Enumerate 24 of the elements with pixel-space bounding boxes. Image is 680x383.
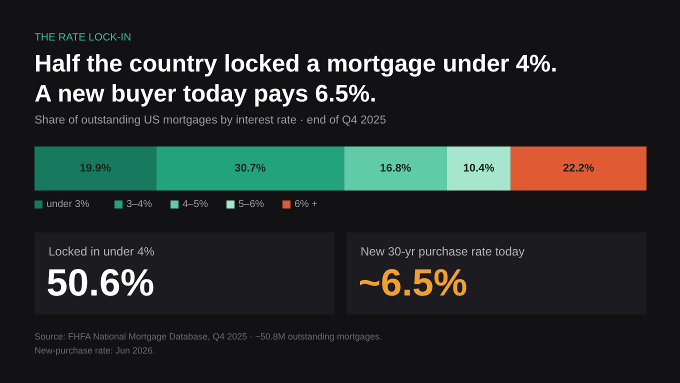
source-note: Source: FHFA National Mortgage Database, Q4 2025 · ~50.8M outstanding mortgages.	[34, 332, 382, 342]
text: 50.6%	[46, 262, 154, 304]
legend-label: 6% +	[294, 199, 318, 210]
data-label: 22.2%	[562, 162, 594, 174]
bar	[156, 146, 344, 190]
legend-label: 4–5%	[182, 199, 208, 210]
bar	[34, 146, 156, 190]
legend-label: 5–6%	[238, 199, 264, 210]
chart-subtitle: Share of outstanding US mortgages by interest rate · end of Q4 2025	[34, 114, 386, 126]
legend-label: under 3%	[46, 199, 90, 210]
text: New-purchase rate: Jun 2026.	[34, 346, 156, 356]
data-label: 30.7%	[234, 162, 266, 174]
data-label: 19.9%	[80, 162, 112, 174]
data-label: 10.4%	[463, 162, 495, 174]
bar	[446, 146, 511, 190]
bar	[344, 146, 447, 190]
legend-label: 3–4%	[126, 199, 152, 210]
chart-title: Half the country locked a mortgage under 4%. A new buyer today pays 6.5%.	[34, 50, 558, 108]
bar	[510, 146, 646, 190]
text: Locked in under 4%	[48, 244, 155, 258]
data-label: 16.8%	[380, 162, 412, 174]
text: New 30-yr purchase rate today	[360, 244, 525, 258]
text: ~6.5%	[358, 262, 468, 304]
text: THE RATE LOCK-IN	[34, 32, 132, 44]
